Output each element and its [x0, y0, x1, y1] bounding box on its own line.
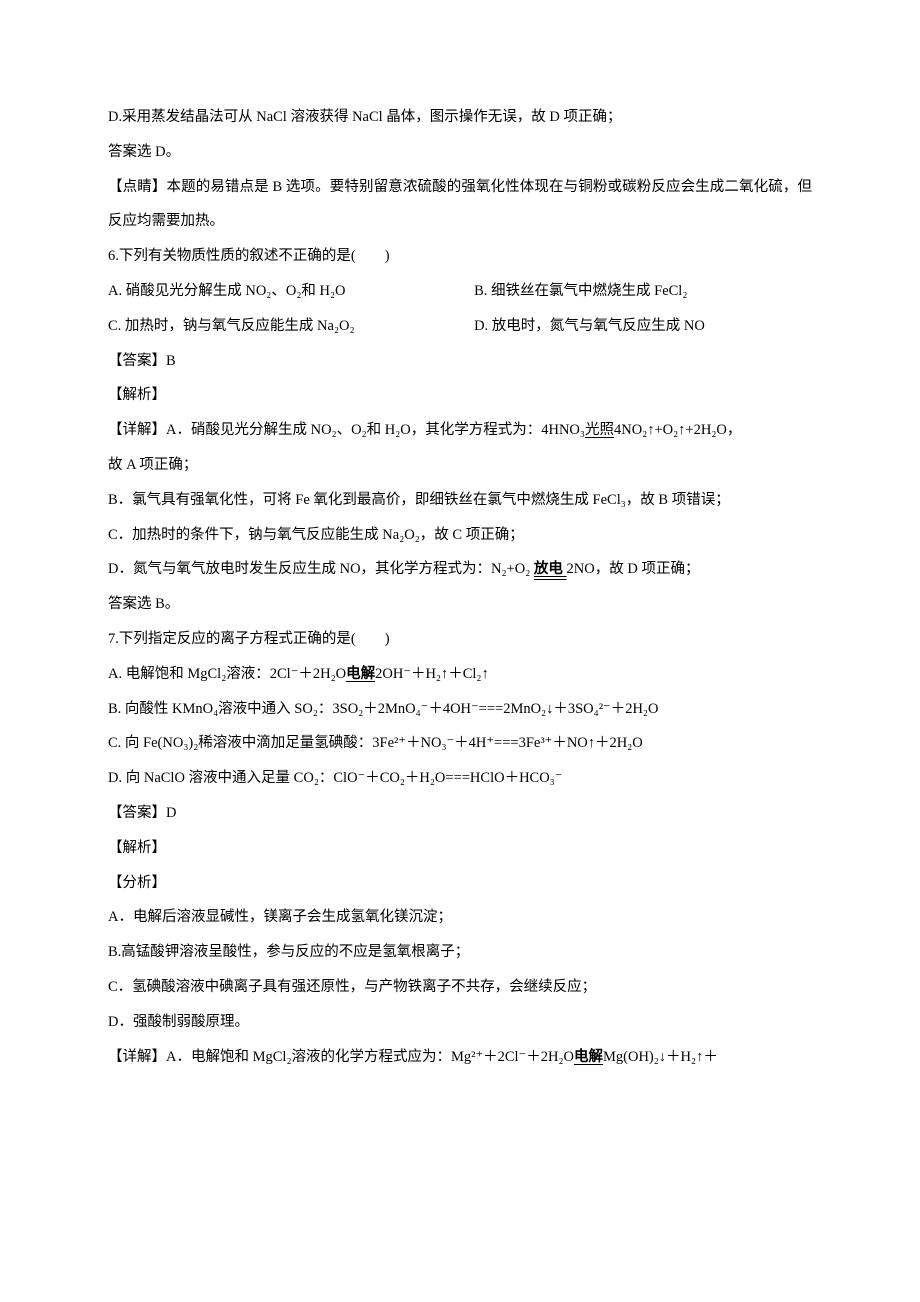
question-7-jiexi-label: 【解析】 — [108, 831, 812, 866]
question-6-options-row2: C. 加热时，钠与氧气反应能生成 Na₂O₂ D. 放电时，氮气与氧气反应生成 … — [108, 309, 812, 344]
question-7-fenxi-label: 【分析】 — [108, 866, 812, 901]
q6-detail-d-condition: 放电 — [534, 561, 567, 577]
question-7-analysis-a: A．电解后溶液显碱性，镁离子会生成氢氧化镁沉淀； — [108, 900, 812, 935]
question-6-options-row1: A. 硝酸见光分解生成 NO₂、O₂和 H₂O B. 细铁丝在氯气中燃烧生成 F… — [108, 274, 812, 309]
question-7-option-a: A. 电解饱和 MgCl₂溶液：2Cl⁻＋2H₂O电解2OH⁻＋H₂↑＋Cl₂↑ — [108, 657, 812, 692]
q6-detail-a-post: 4NO₂↑+O₂↑+2H₂O， — [614, 422, 741, 438]
question-6-jiexi-label: 【解析】 — [108, 378, 812, 413]
prev-answer-sel: 答案选 D。 — [108, 135, 812, 170]
question-6-answer-sel: 答案选 B。 — [108, 587, 812, 622]
question-6-detail-a-end: 故 A 项正确； — [108, 448, 812, 483]
question-6-detail-b: B．氯气具有强氧化性，可将 Fe 氧化到最高价，即细铁丝在氯气中燃烧生成 FeC… — [108, 483, 812, 518]
question-6-option-c: C. 加热时，钠与氧气反应能生成 Na₂O₂ — [108, 309, 474, 344]
question-7-option-c: C. 向 Fe(NO₃)₂稀溶液中滴加足量氢碘酸：3Fe²⁺＋NO₃⁻＋4H⁺=… — [108, 726, 812, 761]
q6-detail-a-pre: 【详解】A．硝酸见光分解生成 NO₂、O₂和 H₂O，其化学方程式为：4HNO₃ — [108, 422, 585, 438]
q7-detail-a-condition: 电解 — [574, 1049, 603, 1065]
q6-detail-d-post: 2NO，故 D 项正确； — [567, 561, 700, 577]
q7-option-a-post: 2OH⁻＋H₂↑＋Cl₂↑ — [375, 666, 489, 682]
question-7-stem: 7.下列指定反应的离子方程式正确的是( ) — [108, 622, 812, 657]
q6-detail-a-condition: 光照 — [585, 422, 614, 438]
question-7-analysis-d: D．强酸制弱酸原理。 — [108, 1005, 812, 1040]
question-7-option-d: D. 向 NaClO 溶液中通入足量 CO₂：ClO⁻＋CO₂＋H₂O===HC… — [108, 761, 812, 796]
question-6-answer: 【答案】B — [108, 344, 812, 379]
q7-option-a-pre: A. 电解饱和 MgCl₂溶液：2Cl⁻＋2H₂O — [108, 666, 346, 682]
q7-detail-a-pre: 【详解】A．电解饱和 MgCl₂溶液的化学方程式应为：Mg²⁺＋2Cl⁻＋2H₂… — [108, 1049, 574, 1065]
question-6-stem: 6.下列有关物质性质的叙述不正确的是( ) — [108, 239, 812, 274]
question-6-detail-c: C．加热时的条件下，钠与氧气反应能生成 Na₂O₂，故 C 项正确； — [108, 518, 812, 553]
question-6-option-a: A. 硝酸见光分解生成 NO₂、O₂和 H₂O — [108, 274, 474, 309]
question-7-option-b: B. 向酸性 KMnO₄溶液中通入 SO₂：3SO₂＋2MnO₄⁻＋4OH⁻==… — [108, 692, 812, 727]
q7-option-a-condition: 电解 — [346, 666, 375, 682]
prev-dianqing: 【点睛】本题的易错点是 B 选项。要特别留意浓硫酸的强氧化性体现在与铜粉或碳粉反… — [108, 170, 812, 240]
question-6-detail-a: 【详解】A．硝酸见光分解生成 NO₂、O₂和 H₂O，其化学方程式为：4HNO₃… — [108, 413, 812, 448]
question-7-answer: 【答案】D — [108, 796, 812, 831]
question-6-option-d: D. 放电时，氮气与氧气反应生成 NO — [474, 309, 812, 344]
prev-explain-d: D.采用蒸发结晶法可从 NaCl 溶液获得 NaCl 晶体，图示操作无误，故 D… — [108, 100, 812, 135]
q7-detail-a-post: Mg(OH)₂↓＋H₂↑＋ — [603, 1049, 718, 1065]
question-7-analysis-b: B.高锰酸钾溶液呈酸性，参与反应的不应是氢氧根离子； — [108, 935, 812, 970]
page-content: D.采用蒸发结晶法可从 NaCl 溶液获得 NaCl 晶体，图示操作无误，故 D… — [0, 0, 920, 1134]
question-7-analysis-c: C．氢碘酸溶液中碘离子具有强还原性，与产物铁离子不共存，会继续反应； — [108, 970, 812, 1005]
question-6-detail-d: D．氮气与氧气放电时发生反应生成 NO，其化学方程式为：N₂+O₂ 放电 2NO… — [108, 552, 812, 587]
question-6-option-b: B. 细铁丝在氯气中燃烧生成 FeCl₂ — [474, 274, 812, 309]
q6-detail-d-pre: D．氮气与氧气放电时发生反应生成 NO，其化学方程式为：N₂+O₂ — [108, 561, 534, 577]
question-7-detail-a: 【详解】A．电解饱和 MgCl₂溶液的化学方程式应为：Mg²⁺＋2Cl⁻＋2H₂… — [108, 1040, 812, 1075]
